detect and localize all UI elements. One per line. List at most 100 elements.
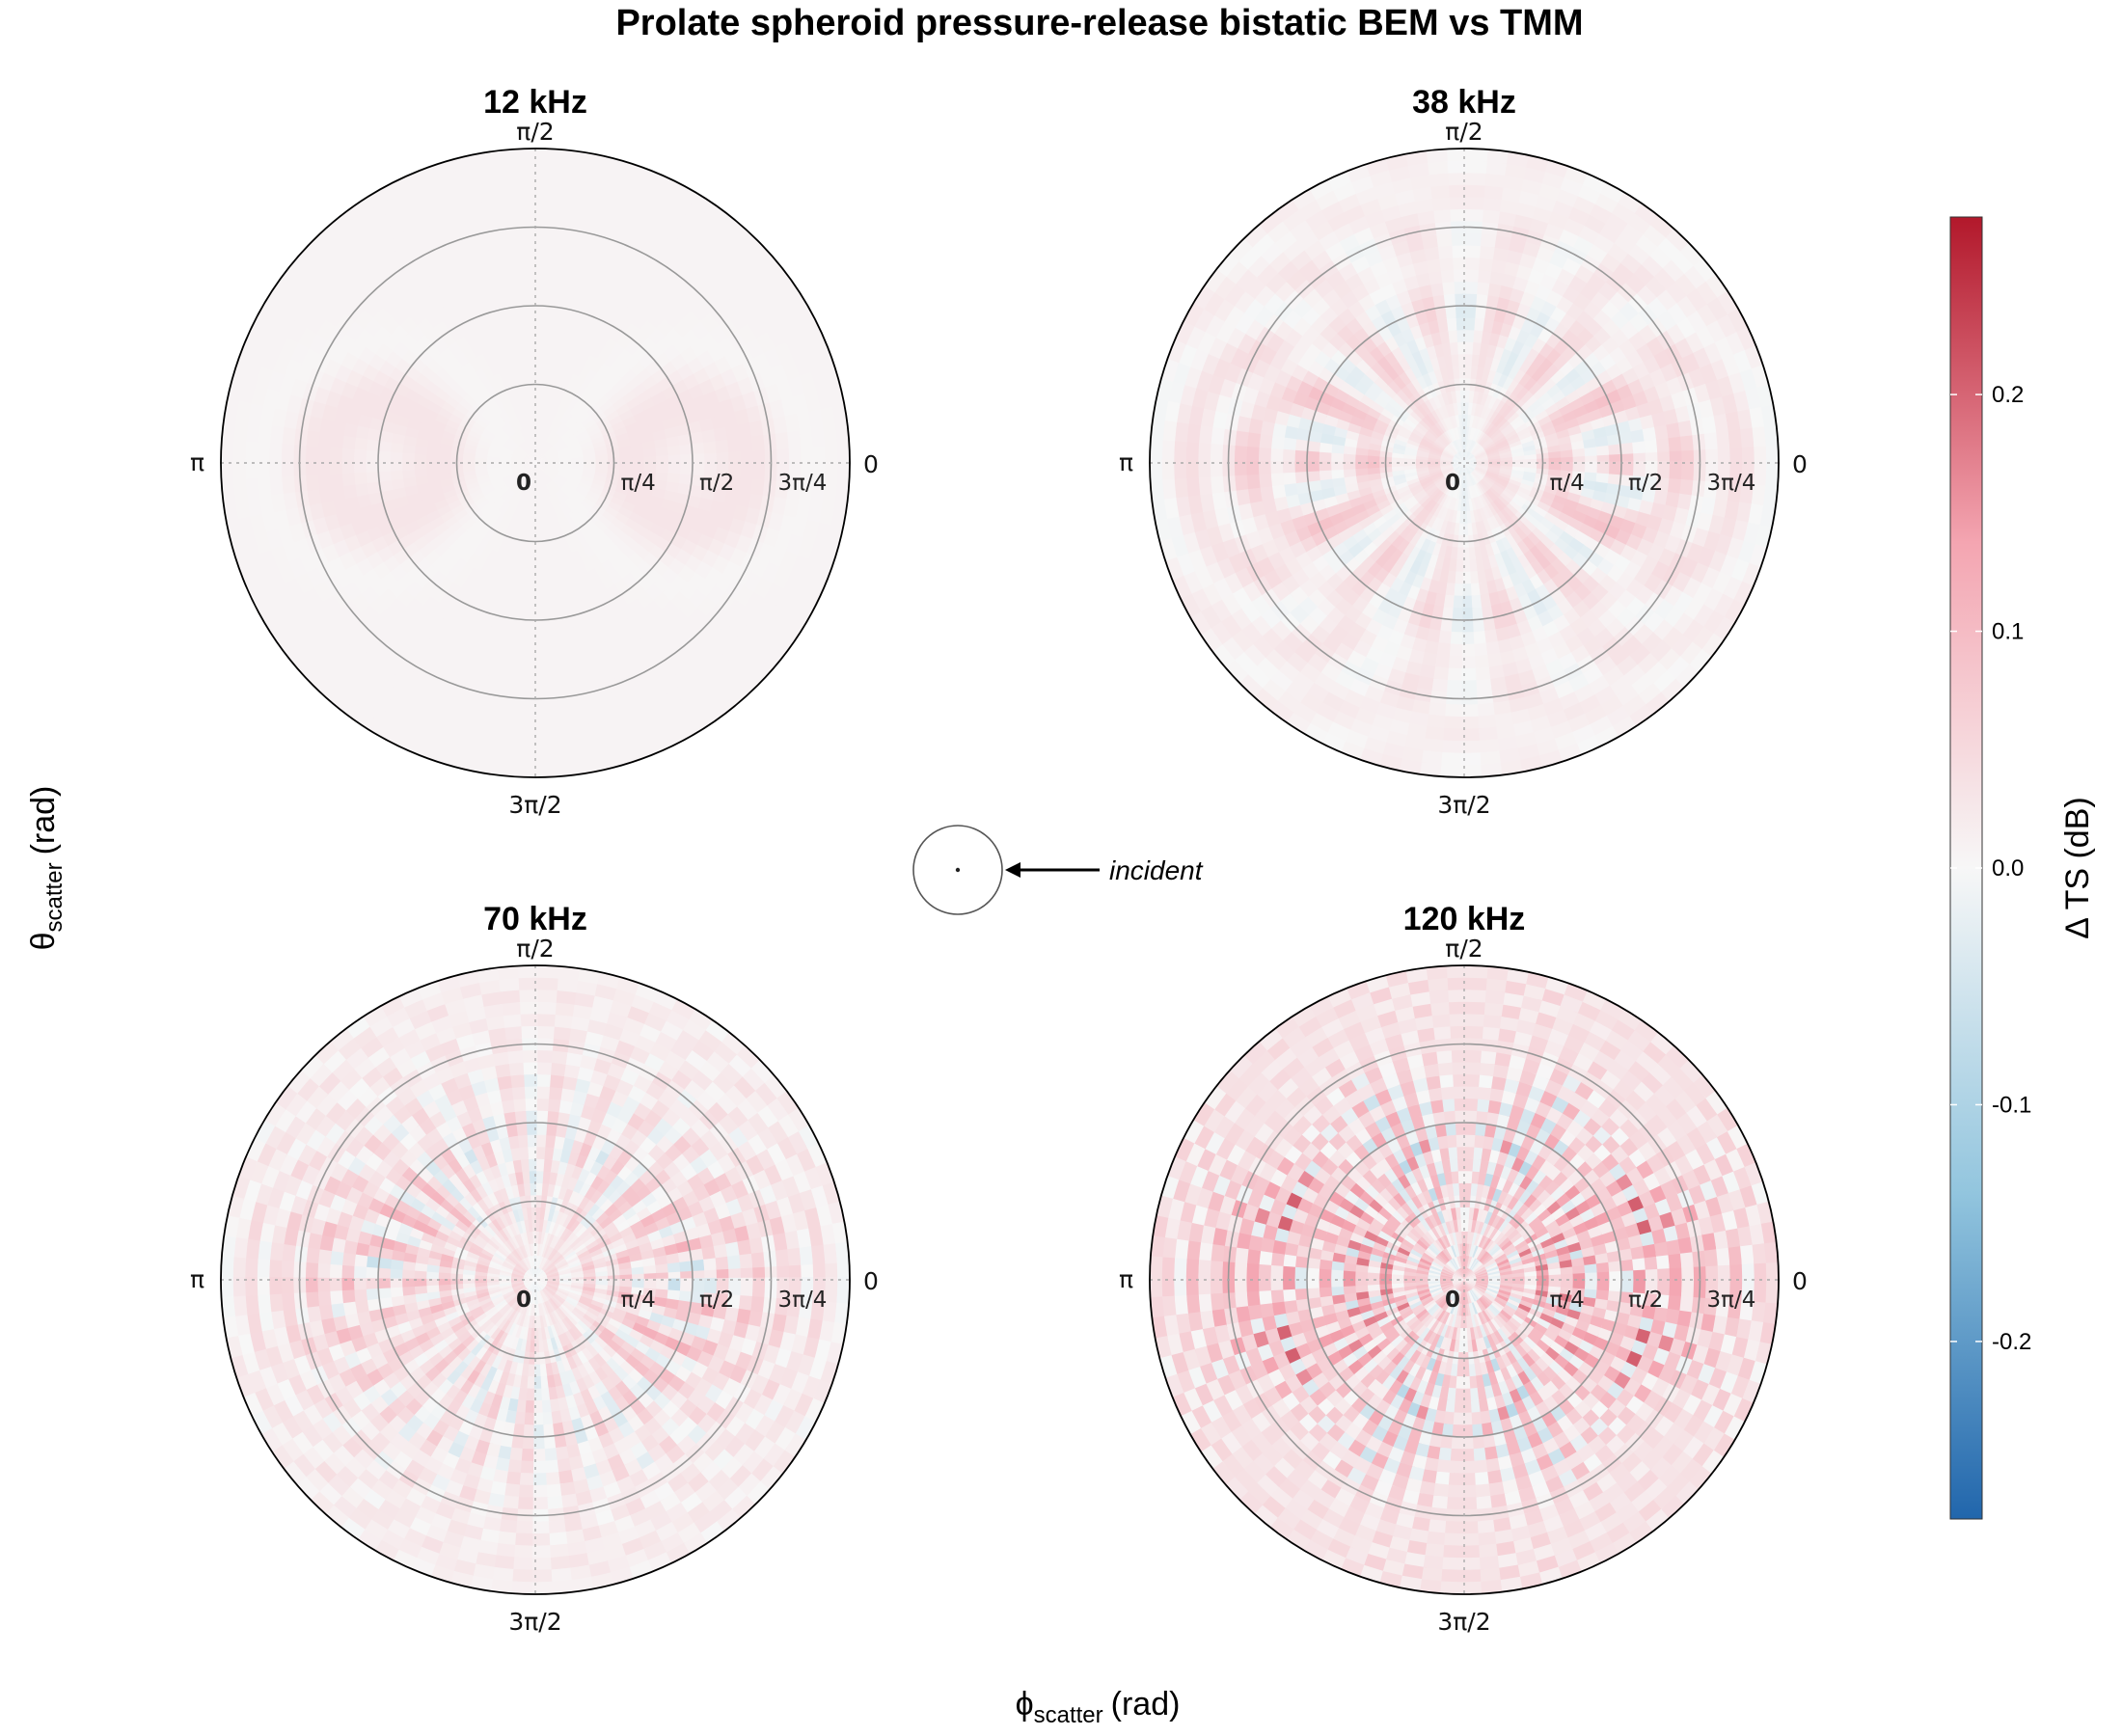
heatmap-cell xyxy=(531,463,535,475)
heatmap-cell xyxy=(535,452,544,463)
heatmap-cell xyxy=(593,375,609,392)
heatmap-cell xyxy=(605,408,620,421)
heatmap-cell xyxy=(466,553,482,569)
heatmap-cell xyxy=(528,451,535,463)
heatmap-cell xyxy=(527,559,537,573)
heatmap-cell xyxy=(486,507,500,522)
heatmap-cell xyxy=(582,381,596,396)
heatmap-cell xyxy=(490,401,503,416)
heatmap-cell xyxy=(474,367,488,384)
heatmap-cell xyxy=(535,453,545,463)
heatmap-cell xyxy=(530,463,535,475)
heatmap-cell xyxy=(424,549,443,567)
heatmap-cell xyxy=(578,480,592,491)
heatmap-cell xyxy=(475,529,489,545)
heatmap-cell xyxy=(512,468,526,476)
heatmap-cell xyxy=(515,446,527,456)
heatmap-cell xyxy=(517,471,528,482)
heatmap-cell xyxy=(515,391,525,405)
heatmap-cell xyxy=(538,439,546,452)
heatmap-cell xyxy=(632,408,648,422)
heatmap-cell xyxy=(510,419,520,432)
heatmap-cell xyxy=(443,489,458,502)
heatmap-cell xyxy=(527,452,535,463)
heatmap-cell xyxy=(501,472,514,480)
heatmap-cell xyxy=(467,342,483,360)
heatmap-cell xyxy=(485,535,499,551)
heatmap-cell xyxy=(556,407,567,421)
heatmap-cell xyxy=(511,507,521,522)
heatmap-cell xyxy=(564,414,577,427)
heatmap-cell xyxy=(534,390,541,403)
heatmap-cell xyxy=(474,418,488,430)
heatmap-cell xyxy=(602,402,617,417)
heatmap-cell xyxy=(533,292,549,307)
heatmap-cell xyxy=(542,472,553,483)
heatmap-cell xyxy=(503,504,515,519)
heatmap-cell xyxy=(588,429,604,441)
heatmap-cell xyxy=(506,393,517,408)
heatmap-cell xyxy=(424,359,443,377)
heatmap-cell xyxy=(507,493,518,506)
heatmap-cell xyxy=(643,461,657,473)
heatmap-cell xyxy=(522,440,530,453)
heatmap-cell xyxy=(621,556,639,574)
heatmap-cell xyxy=(545,469,558,477)
heatmap-cell xyxy=(507,478,519,490)
heatmap-cell xyxy=(521,473,530,485)
heatmap-cell xyxy=(585,492,600,504)
heatmap-cell xyxy=(545,468,558,476)
heatmap-cell xyxy=(716,460,730,478)
heatmap-cell xyxy=(498,486,510,499)
heatmap-cell xyxy=(514,448,527,457)
heatmap-cell xyxy=(496,430,508,442)
heatmap-cell xyxy=(467,429,482,441)
heatmap-cell xyxy=(553,438,565,448)
heatmap-cell xyxy=(516,471,528,481)
heatmap-cell xyxy=(590,389,606,404)
heatmap-cell xyxy=(614,346,633,365)
heatmap-cell xyxy=(414,453,427,465)
heatmap-cell xyxy=(535,463,548,468)
heatmap-cell xyxy=(570,469,584,476)
heatmap-cell xyxy=(492,480,505,491)
heatmap-cell xyxy=(553,406,563,420)
heatmap-cell xyxy=(507,420,518,433)
heatmap-cell xyxy=(582,529,596,545)
heatmap-cell xyxy=(525,463,535,472)
heatmap-cell xyxy=(425,454,439,465)
heatmap-cell xyxy=(628,549,646,567)
heatmap-cell xyxy=(502,394,513,410)
heatmap-cell xyxy=(634,366,652,384)
heatmap-cell xyxy=(555,491,566,504)
heatmap-cell xyxy=(498,396,509,412)
heatmap-cell xyxy=(545,448,558,457)
heatmap-cell xyxy=(539,440,547,452)
heatmap-cell xyxy=(557,490,568,502)
heatmap-cell xyxy=(566,478,580,488)
heatmap-cell xyxy=(471,492,486,504)
heatmap-cell xyxy=(618,504,635,519)
heatmap-cell xyxy=(577,410,591,424)
heatmap-cell xyxy=(533,316,547,331)
heatmap-cell xyxy=(603,526,619,542)
heatmap-cell xyxy=(433,388,450,404)
heatmap-cell xyxy=(523,458,535,463)
heatmap-cell xyxy=(463,474,477,483)
heatmap-cell xyxy=(554,518,564,533)
heatmap-cell xyxy=(526,453,535,463)
heatmap-cell xyxy=(317,432,332,452)
heatmap-cell xyxy=(594,548,611,565)
heatmap-cell xyxy=(634,542,652,560)
heatmap-cell xyxy=(581,443,595,451)
heatmap-cell xyxy=(580,499,594,512)
heatmap-cell xyxy=(510,461,524,464)
heatmap-cell xyxy=(525,463,535,472)
heatmap-cell xyxy=(598,379,614,395)
heatmap-cell xyxy=(572,375,585,391)
heatmap-cell xyxy=(557,423,568,436)
heatmap-cell xyxy=(491,478,504,488)
heatmap-cell xyxy=(526,463,535,473)
heatmap-cell xyxy=(489,441,503,449)
